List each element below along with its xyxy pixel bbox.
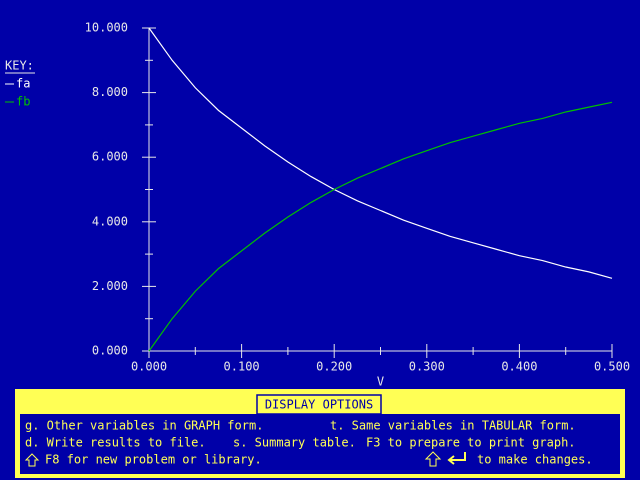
legend-label: fa: [16, 77, 30, 91]
y-tick-label: 10.000: [85, 21, 128, 35]
x-tick-label: 0.400: [501, 360, 537, 374]
chart: 0.000 2.000 4.000 6.000 8.000 10.000 0.000 0.10…: [5, 21, 630, 389]
x-tick-label: 0.200: [316, 360, 352, 374]
menu-option[interactable]: s. Summary table.: [233, 436, 356, 450]
shift-icon: [424, 451, 442, 467]
x-tick-label: 0.300: [409, 360, 445, 374]
shift-icon: [24, 453, 40, 467]
y-tick-label: 2.000: [92, 279, 128, 293]
y-tick-label: 0.000: [92, 344, 128, 358]
menu-title-box: [256, 394, 382, 415]
menu-title: DISPLAY OPTIONS: [265, 398, 373, 412]
menu-option[interactable]: d. Write results to file.: [25, 436, 206, 450]
series-line: [148, 101, 613, 352]
x-axis-label: V: [377, 375, 384, 389]
menu-option[interactable]: to make changes.: [477, 453, 593, 467]
menu-option[interactable]: F3 to prepare to print graph.: [366, 436, 576, 450]
x-tick-label: 0.500: [594, 360, 630, 374]
y-tick-label: 8.000: [92, 85, 128, 99]
menu-option[interactable]: t. Same variables in TABULAR form.: [330, 419, 576, 433]
x-tick-label: 0.000: [131, 360, 167, 374]
legend-title: KEY:: [5, 59, 34, 73]
menu: DISPLAY OPTIONS g. Other variables in GR…: [15, 389, 625, 478]
menu-option[interactable]: F8 for new problem or library.: [45, 453, 262, 467]
menu-option[interactable]: g. Other variables in GRAPH form.: [25, 419, 263, 433]
y-tick-label: 4.000: [92, 214, 128, 228]
x-tick-label: 0.100: [224, 360, 260, 374]
enter-icon: [447, 452, 466, 465]
legend-label: fb: [16, 95, 30, 109]
series-line: [148, 27, 613, 279]
menu-panel: [20, 414, 620, 474]
y-tick-label: 6.000: [92, 150, 128, 164]
